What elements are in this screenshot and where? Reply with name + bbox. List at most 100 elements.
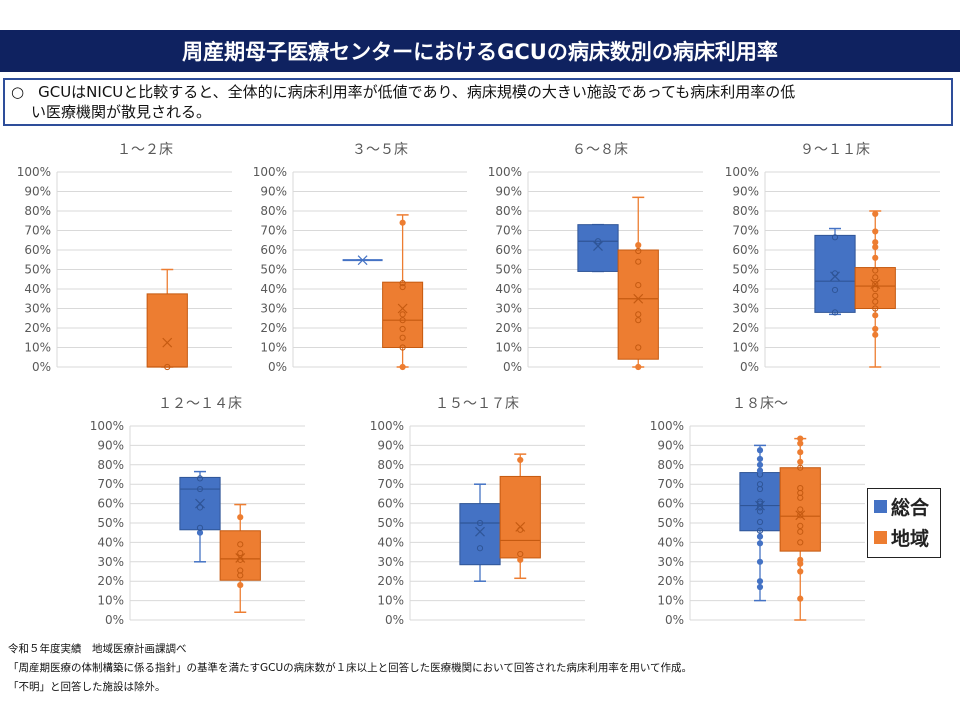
boxplot-chart-3: ６～８床 0% 10% 20% 30% 40% 50% 60% 70% 80% 90% 100% [488,142,703,374]
y-tick-label: 100% [17,165,51,179]
y-tick-label: 30% [495,302,522,316]
y-tick-label: 90% [495,185,522,199]
y-tick-label: 20% [260,321,287,335]
y-tick-label: 0% [385,613,404,627]
box-iqr [459,503,501,566]
y-tick-label: 80% [97,458,124,472]
data-point [476,545,484,552]
box-series-sogo [814,227,856,316]
y-tick-label: 70% [24,224,51,238]
data-point [517,550,524,558]
y-tick-label: 20% [657,574,684,588]
page-title-text: 周産期母子医療センターにおけるGCUの病床数別の病床利用率 [182,40,778,64]
y-tick-label: 100% [370,419,404,433]
data-point [399,363,406,371]
mean-marker [235,552,246,563]
data-point [797,464,804,471]
y-tick-label: 10% [495,341,522,355]
y-tick-label: 70% [260,224,287,238]
box-series-chiiki [854,210,896,368]
boxplot-chart-2: ３～５床 0% 10% 20% 30% 40% 50% 60% 70% 80% 90% 100% [253,142,467,374]
data-point [756,481,764,488]
y-tick-label: 20% [97,574,124,588]
data-point [517,456,524,464]
y-tick-label: 40% [24,282,51,296]
legend-label-sogo: 総合 [891,496,930,519]
boxplot-chart-6: １５～１７床 0% 10% 20% 30% 40% 50% 60% 70% 80% 90% 100% [370,396,585,627]
data-point [797,595,804,602]
data-point [756,498,764,505]
y-tick-label: 0% [32,360,51,374]
box-series-sogo [459,483,501,582]
y-tick-label: 100% [650,419,684,433]
y-tick-label: 100% [725,165,759,179]
y-tick-label: 20% [732,321,759,335]
mean-marker [593,241,603,252]
data-point [635,363,642,371]
box-iqr [499,475,541,559]
box-series-chiiki [779,435,821,621]
y-tick-label: 50% [495,263,522,277]
data-point [797,506,804,513]
data-point [399,334,406,341]
mean-marker [397,303,408,314]
y-tick-label: 70% [732,224,759,238]
y-tick-label: 60% [97,497,124,511]
y-tick-label: 60% [260,243,287,257]
y-tick-label: 30% [24,302,51,316]
data-point [872,292,879,299]
y-tick-label: 10% [377,594,404,608]
mean-marker [162,337,173,348]
data-point [872,239,879,246]
data-point [756,461,764,468]
y-tick-label: 100% [253,165,287,179]
box-iqr [577,224,619,272]
legend-label-chiiki: 地域 [891,527,930,550]
data-point [196,504,204,511]
summary-note: ○ GCUはNICUと比較すると、全体的に病床利用率が低値であり、病床規模の大きい… [3,78,953,126]
data-point [756,583,764,591]
y-tick-label: 0% [503,360,522,374]
boxplot-chart-5: １２～１４床 0% 10% 20% 30% 40% 50% 60% 70% 80% 90% 100% [90,396,305,627]
mean-marker [830,271,840,282]
y-tick-label: 40% [495,282,522,296]
mean-marker [195,498,205,509]
y-tick-label: 80% [260,204,287,218]
mean-marker [357,255,368,266]
footer-line-3: 「不明」と回答した施設は除外。 [8,681,166,693]
data-point [872,325,879,333]
mean-marker [475,526,485,537]
footer-line-2: 「周産期医療の体制構築に係る指針」の基準を満たすGCUの病床数が１床以上と回答し… [8,662,693,674]
box-series-chiiki [617,196,659,371]
data-point [237,549,244,557]
box-series-sogo [739,444,781,602]
y-tick-label: 0% [268,360,287,374]
y-tick-label: 40% [97,535,124,549]
box-iqr [739,472,781,532]
y-tick-label: 0% [740,360,759,374]
y-tick-label: 90% [377,438,404,452]
data-point [872,305,879,312]
box-iqr [854,267,896,309]
chart-title: １２～１４床 [158,396,242,412]
data-point [635,282,642,289]
y-tick-label: 50% [24,263,51,277]
legend: 総合 地域 [867,488,941,558]
y-tick-label: 70% [657,477,684,491]
data-point [797,539,804,546]
y-tick-label: 30% [732,302,759,316]
data-point [399,325,406,333]
data-point [797,449,804,456]
data-point [872,228,879,235]
y-tick-label: 40% [377,535,404,549]
data-point [872,312,879,319]
data-point [872,267,879,274]
y-tick-label: 80% [24,204,51,218]
y-tick-label: 50% [377,516,404,530]
y-tick-label: 90% [732,185,759,199]
y-tick-label: 90% [260,185,287,199]
data-point [756,540,764,547]
data-point [517,556,524,563]
y-tick-label: 70% [97,477,124,491]
